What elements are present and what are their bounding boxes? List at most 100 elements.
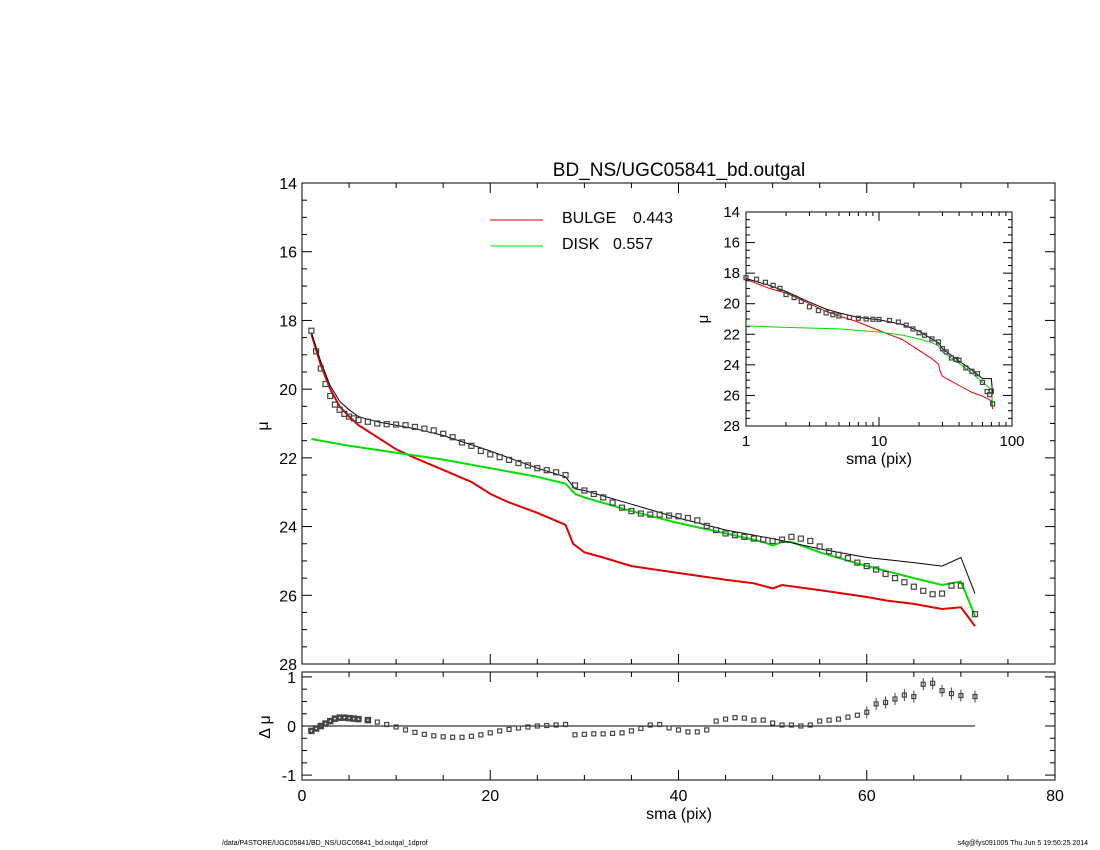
main-data-point [600,494,607,501]
residual-point [958,692,964,699]
residual-point [544,722,550,729]
residual-point [412,729,418,735]
residual-series [308,677,978,740]
chart-title: BD_NS/UGC05841_bd.outgal [553,160,805,181]
residual-point [760,717,766,723]
legend-value-bulge: 0.443 [633,210,673,227]
main-data-point [722,530,729,537]
inset-data-point [855,315,861,321]
main-data-point [609,499,616,506]
main-y-tick-label: 26 [279,588,297,605]
main-data-point [628,508,635,515]
inset-data-point [798,298,804,305]
inset-y-tick-label: 26 [723,387,740,404]
main-data-point [901,579,908,586]
inset-data-point [974,371,981,377]
main-data-point [331,401,339,408]
residual-point [892,696,898,702]
main-y-axis-label: μ [255,421,272,430]
inset-y-axis-label: μ [695,315,712,324]
main-data-point [948,582,955,589]
residual-point [779,722,785,728]
inset-data-point [886,317,893,324]
footer-file-path: /data/P4STORE/UGC05841/BD_NS/UGC05841_bd… [222,840,428,847]
residual-point [345,714,353,722]
inset-x-tick-label: 1 [742,433,750,450]
main-data-point [807,537,814,545]
main-y-tick-label: 22 [279,451,297,468]
inset-data-point [939,346,946,352]
main-data-point [665,512,673,519]
residual-x-axis-label: sma (pix) [646,806,712,823]
main-data-point [553,469,560,476]
residual-point [312,725,320,732]
residual-x-tick-label: 80 [1046,788,1064,805]
legend-value-disk: 0.557 [613,236,653,253]
residual-point [341,714,348,721]
footer-timestamp: s4g@fys091005 Thu Jun 5 19:50:25 2014 [957,840,1088,847]
residual-point [798,723,804,729]
inset-data-point [948,355,954,361]
main-data-point [618,504,626,511]
residual-point [562,721,569,728]
inset-y-tick-label: 20 [723,296,740,313]
main-y-tick-label: 14 [279,176,297,193]
main-data-point [477,447,484,455]
main-data-point [882,570,889,578]
inset-data-point [935,339,942,345]
residual-point [402,727,409,733]
inset-data-point [815,307,821,314]
main-data-point [336,406,343,413]
residual-point [873,701,879,707]
main-data-point [938,590,946,597]
main-data-point [515,459,522,467]
inset-y-tick-label: 24 [723,357,740,374]
residual-point [817,718,823,724]
inset-data-point [823,310,829,316]
residual-point [826,717,832,723]
main-data-point [458,439,466,446]
main-data-point [308,327,315,334]
inset-data-point [988,388,994,394]
legend: BULGE 0.443 DISK 0.557 [490,210,673,253]
residual-point [581,731,587,737]
main-data-point [581,487,588,494]
main-data-point [910,583,917,590]
main-profile-panel: 14 16 18 20 22 24 26 28 μ BULGE 0.443 DISK 0.55… [255,176,1056,674]
residual-point [713,718,719,724]
main-data-point [524,462,532,469]
main-data-point [562,471,569,479]
residual-point [610,730,616,736]
residual-point [972,693,978,700]
main-data-point [844,555,852,562]
residual-point [336,714,343,721]
inset-data-point [979,379,986,386]
residual-y-tick-label: 0 [287,719,296,736]
main-data-point [449,434,456,441]
residual-point [704,727,710,733]
inset-data-point [895,319,902,325]
main-data-point [637,510,644,517]
main-data-point [835,551,842,558]
residual-point [515,725,522,731]
residual-point [882,699,889,706]
residual-point [364,716,372,724]
main-data-point [487,451,494,458]
residual-y-tick-labels: 1 0 -1 [282,670,296,785]
residual-point [939,688,945,694]
inset-y-tick-label: 28 [723,418,740,435]
main-data-point [543,467,550,474]
main-data-point [675,513,682,520]
residual-point [497,728,503,734]
residual-point [930,680,936,686]
inset-data-point [743,275,749,281]
inset-data-point [791,295,797,301]
main-data-point [317,365,324,372]
residual-y-tick-label: -1 [282,768,296,785]
residual-point [393,724,399,730]
inset-x-tick-label: 100 [999,433,1024,450]
residual-point [459,734,465,740]
residual-y-axis-label: Δ μ [257,715,274,738]
inset-x-tick-label: 10 [871,433,888,450]
residual-point [685,729,691,735]
